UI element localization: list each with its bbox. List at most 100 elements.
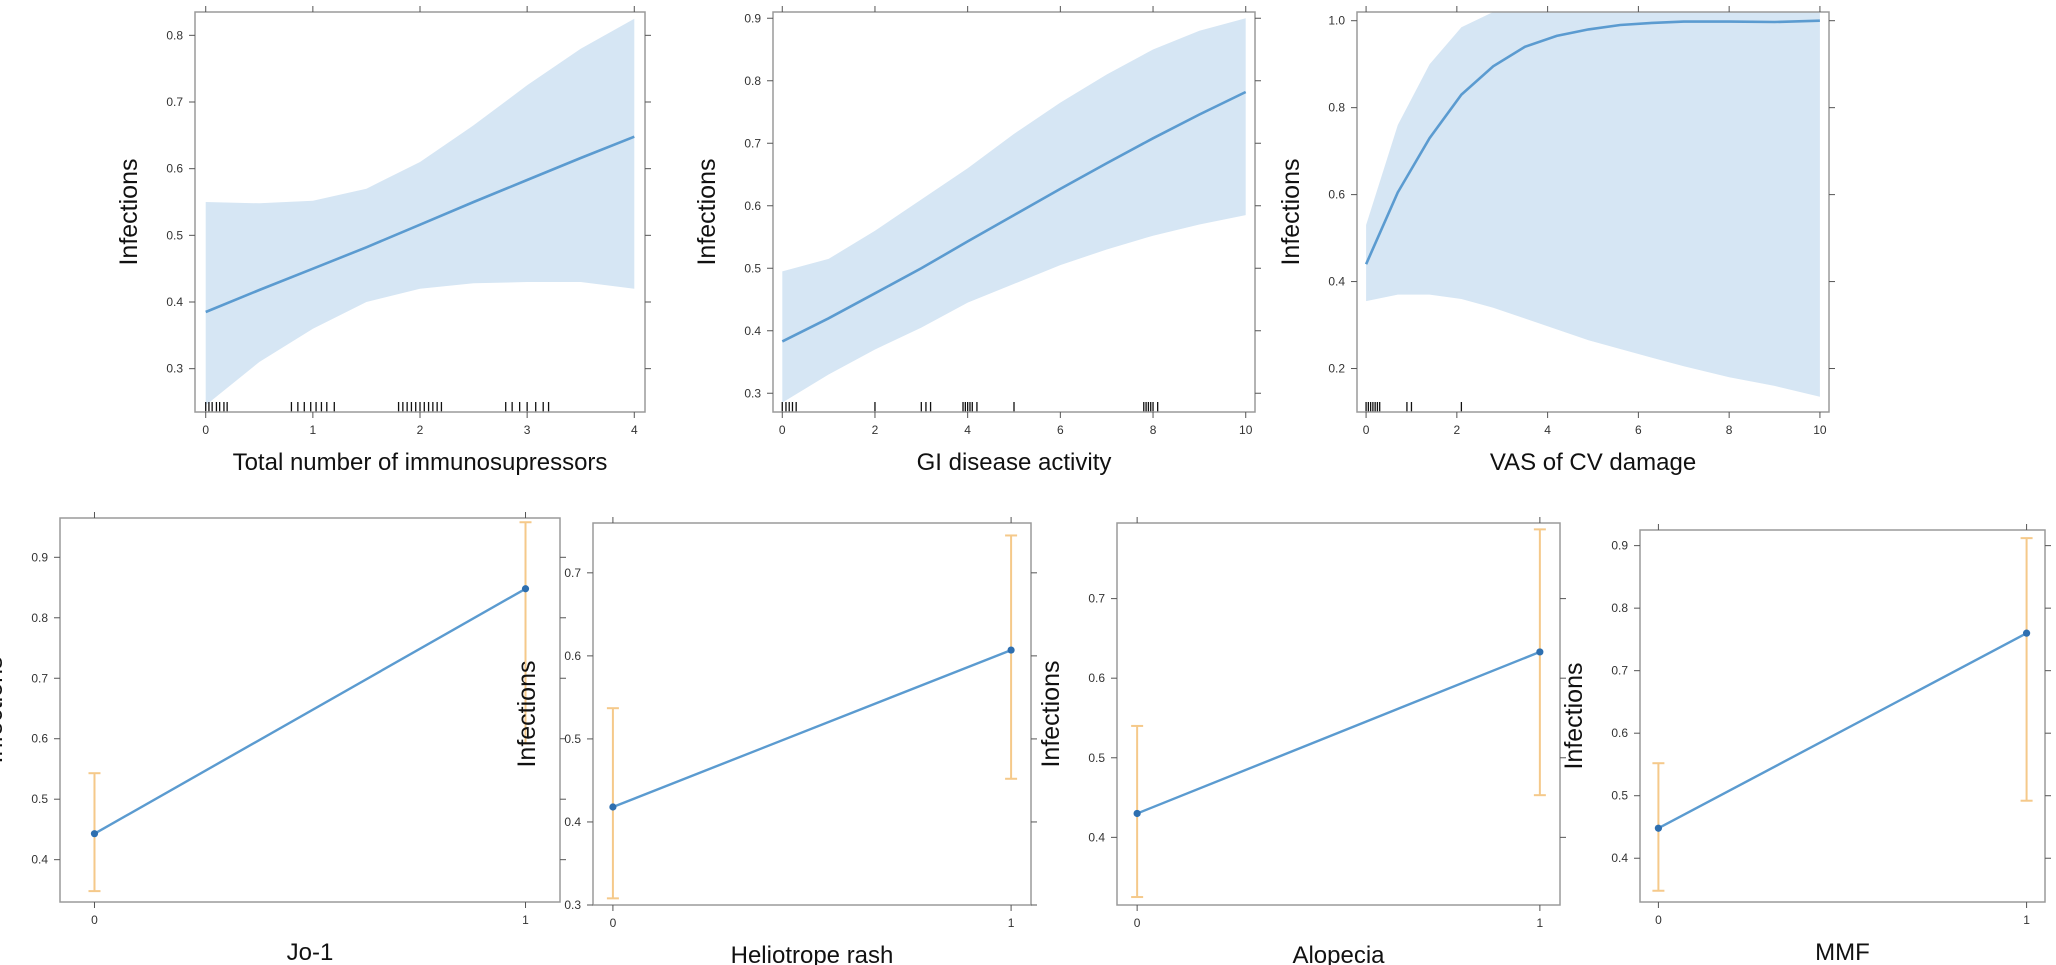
y-tick-label: 0.2 (1328, 362, 1345, 376)
plot-area (1364, 12, 1820, 397)
y-axis-label: Infections (1037, 660, 1065, 767)
effect-line (781, 90, 1247, 343)
x-tick-label: 0 (1134, 916, 1141, 930)
y-axis-label: Infections (1560, 662, 1588, 769)
data-point (1133, 809, 1141, 818)
plot-area (781, 18, 1247, 403)
plot-frame (1116, 522, 1561, 906)
x-tick-label: 0 (91, 913, 98, 927)
y-tick-label: 0.6 (31, 732, 48, 746)
plot-area (88, 521, 532, 893)
x-tick-label: 2 (1454, 423, 1461, 437)
x-tick-label: 0 (779, 423, 786, 437)
x-tick-label: 6 (1635, 423, 1642, 437)
y-axis-label: Infections (0, 656, 8, 763)
x-axis-label: Total number of immunosupressors (233, 449, 608, 476)
y-tick-label: 0.4 (1088, 830, 1105, 844)
y-tick-label: 0.7 (564, 566, 581, 580)
x-axis-label: VAS of CV damage (1490, 449, 1696, 476)
y-tick-label: 0.8 (31, 611, 48, 625)
x-tick-label: 10 (1813, 423, 1827, 437)
y-axis-label: Infections (513, 660, 541, 767)
x-axis-label: Heliotrope rash (731, 942, 894, 965)
y-tick-label: 0.7 (166, 95, 183, 109)
y-tick-label: 0.9 (744, 11, 761, 25)
y-tick-label: 0.8 (1611, 601, 1628, 615)
x-tick-label: 1 (2023, 913, 2030, 927)
panel-vas-cv-damage: 0.2 0.4 0.6 0.8 1.0 0 2 4 6 8 10 Infections VAS of C… (1277, 6, 1835, 476)
effect-line (93, 587, 527, 835)
data-point (1654, 824, 1663, 832)
x-tick-label: 0 (1655, 913, 1662, 927)
y-tick-label: 0.7 (1611, 664, 1628, 678)
x-tick-label: 8 (1150, 423, 1157, 437)
y-tick-label: 0.4 (31, 853, 48, 867)
y-tick-label: 0.6 (1088, 671, 1105, 685)
x-tick-label: 1 (1537, 916, 1544, 930)
plot-frame (592, 522, 1032, 906)
y-tick-label: 0.3 (564, 898, 581, 912)
x-tick-label: 3 (524, 423, 531, 437)
plot-frame (1639, 529, 2046, 903)
plot-frame (772, 11, 1256, 413)
plot-area (205, 18, 635, 406)
data-point (90, 830, 99, 838)
y-tick-label: 0.4 (166, 295, 183, 309)
y-tick-label: 0.5 (1088, 751, 1105, 765)
y-tick-label: 0.5 (1611, 789, 1628, 803)
data-point (609, 803, 617, 811)
y-tick-label: 0.8 (1328, 101, 1345, 115)
y-tick-label: 0.7 (1088, 592, 1105, 606)
y-tick-label: 0.7 (31, 671, 48, 685)
y-tick-label: 0.8 (744, 74, 761, 88)
x-tick-label: 4 (1544, 423, 1551, 437)
y-tick-label: 0.5 (744, 261, 761, 275)
x-axis-label: Jo-1 (287, 939, 334, 965)
x-tick-label: 0 (610, 916, 617, 930)
x-axis-label: MMF (1815, 939, 1870, 965)
panel-gi-disease-activity: 0.3 0.4 0.5 0.6 0.7 0.8 0.9 0 2 4 6 8 10 Infections GI… (693, 6, 1261, 476)
panel-alopecia: 0.4 0.5 0.6 0.7 0 1 Infections Alopecia (1037, 517, 1566, 965)
y-tick-label: 0.7 (744, 136, 761, 150)
y-tick-label: 0.4 (1328, 275, 1345, 289)
confidence-band (205, 18, 635, 406)
y-tick-label: 1.0 (1328, 14, 1345, 28)
y-tick-label: 0.6 (564, 649, 581, 663)
panel-mmf: 0.4 0.5 0.6 0.7 0.8 0.9 0 1 Infections MMF (1560, 524, 2051, 965)
plot-area (606, 534, 1018, 900)
y-tick-label: 0.6 (1328, 188, 1345, 202)
data-point (1536, 648, 1544, 656)
data-point (2022, 629, 2031, 637)
y-tick-label: 0.6 (1611, 726, 1628, 740)
effect-line (1657, 632, 2028, 830)
y-tick-label: 0.4 (564, 815, 581, 829)
plot-area (1652, 537, 2033, 892)
x-tick-label: 1 (1008, 916, 1015, 930)
y-axis-label: Infections (1277, 158, 1305, 265)
y-tick-label: 0.3 (166, 362, 183, 376)
confidence-band (1366, 12, 1820, 397)
y-tick-label: 0.8 (166, 28, 183, 42)
x-axis-label: GI disease activity (917, 449, 1112, 476)
data-point (521, 585, 530, 593)
effect-line (1364, 19, 1820, 265)
x-tick-label: 8 (1726, 423, 1733, 437)
confidence-band (782, 18, 1246, 403)
plot-frame (59, 517, 561, 903)
plot-frame (1356, 11, 1830, 413)
panel-heliotrope-rash: 0.3 0.4 0.5 0.6 0.7 0 1 Infections Heliotrope ra… (513, 517, 1037, 965)
x-tick-label: 6 (1057, 423, 1064, 437)
y-tick-label: 0.4 (744, 324, 761, 338)
y-axis-label: Infections (693, 158, 721, 265)
data-point (1007, 646, 1015, 654)
y-tick-label: 0.6 (166, 162, 183, 176)
effect-line (612, 648, 1012, 809)
x-tick-label: 1 (522, 913, 529, 927)
plot-area (1131, 528, 1546, 899)
y-tick-label: 0.5 (31, 792, 48, 806)
y-tick-label: 0.4 (1611, 851, 1628, 865)
y-axis-label: Infections (115, 158, 143, 265)
panel-immunosuppressors: 0.3 0.4 0.5 0.6 0.7 0.8 0 1 2 3 4 Infections Total n… (115, 6, 651, 476)
y-tick-label: 0.3 (744, 386, 761, 400)
